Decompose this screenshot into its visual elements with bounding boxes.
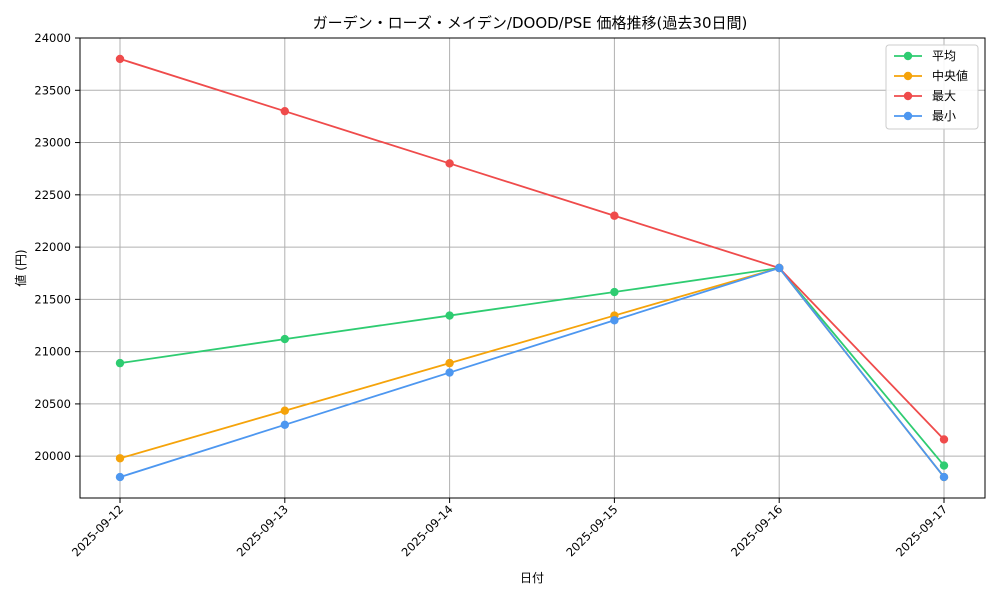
legend-label: 最大 — [932, 89, 956, 103]
legend-label: 平均 — [932, 49, 956, 63]
data-point — [280, 334, 289, 344]
data-point — [939, 472, 949, 482]
y-tick-label: 23500 — [34, 83, 71, 97]
data-point — [280, 406, 289, 415]
legend-label: 最小 — [932, 109, 956, 123]
series-line — [119, 267, 945, 478]
legend-marker — [903, 111, 913, 121]
y-axis-label: 値 (円) — [13, 249, 28, 286]
data-point — [939, 461, 949, 470]
legend-label: 中央値 — [932, 68, 968, 83]
data-point — [280, 420, 289, 430]
data-point — [115, 358, 125, 368]
data-point — [115, 472, 125, 482]
data-point — [445, 159, 454, 168]
series-3 — [115, 263, 949, 482]
y-tick-label: 22500 — [34, 188, 71, 202]
y-axis: 20000 20500 21000 21500 22000 22500 23000 23500… — [34, 31, 80, 463]
data-point — [445, 358, 454, 368]
series-layer — [115, 54, 949, 482]
y-tick-label: 21000 — [34, 345, 71, 359]
data-point — [939, 435, 949, 444]
y-tick-label: 22000 — [34, 240, 71, 254]
data-point — [610, 211, 619, 220]
y-tick-label: 21500 — [34, 292, 71, 306]
data-point — [445, 311, 454, 320]
data-point — [610, 316, 619, 325]
y-tick-label: 24000 — [34, 31, 71, 45]
y-tick-label: 20500 — [34, 397, 71, 411]
legend-marker — [903, 51, 913, 61]
legend-frame — [885, 44, 979, 130]
data-point — [610, 287, 619, 297]
series-line — [119, 267, 945, 467]
plot-frame — [79, 37, 986, 499]
series-2 — [115, 54, 949, 444]
x-axis-label: 日付 — [520, 571, 544, 585]
legend-marker — [903, 91, 913, 101]
data-point — [280, 106, 289, 116]
series-line — [119, 58, 945, 441]
legend-marker — [903, 71, 913, 81]
chart-title: ガーデン・ローズ・メイデン/DOOD/PSE 価格推移(過去30日間) — [313, 14, 748, 32]
data-point — [115, 454, 125, 463]
y-tick-label: 23000 — [34, 136, 71, 150]
data-point — [775, 263, 784, 273]
y-tick-label: 20000 — [34, 449, 71, 463]
data-point — [115, 54, 125, 64]
data-point — [445, 368, 454, 377]
